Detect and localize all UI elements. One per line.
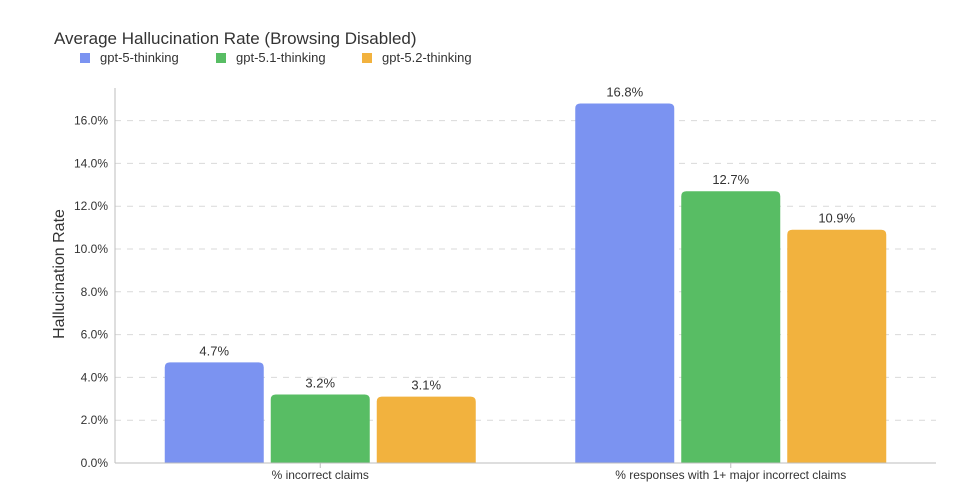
bar-gpt-5-thinking-0 (164, 362, 264, 463)
y-tick-label: 4.0% (81, 370, 109, 384)
legend-label-gpt-5-thinking: gpt-5-thinking (100, 50, 179, 65)
bar-gpt-5.1-thinking-0 (270, 394, 370, 463)
x-tick-label: % incorrect claims (272, 468, 369, 482)
y-tick-label: 10.0% (74, 242, 108, 256)
legend-label-gpt-5.1-thinking: gpt-5.1-thinking (236, 50, 326, 65)
y-tick-label: 6.0% (81, 328, 109, 342)
chart-title: Average Hallucination Rate (Browsing Dis… (54, 29, 417, 48)
bar-value-labels: 4.7% 3.2% 3.1% 16.8% 12.7% 10.9% (199, 84, 855, 392)
bar-label-gpt-5-thinking-1: 16.8% (606, 84, 643, 99)
y-tick-label: 0.0% (81, 456, 109, 470)
x-tick-label: % responses with 1+ major incorrect clai… (615, 468, 846, 482)
bar-gpt-5.2-thinking-1 (787, 229, 887, 463)
legend-swatch-gpt-5-thinking (80, 53, 90, 63)
bar-label-gpt-5.1-thinking-1: 12.7% (712, 172, 749, 187)
chart-legend: gpt-5-thinking gpt-5.1-thinking gpt-5.2-th… (80, 50, 472, 65)
legend-swatch-gpt-5.2-thinking (362, 53, 372, 63)
bar-gpt-5.2-thinking-0 (376, 396, 476, 463)
y-axis-label: Hallucination Rate (51, 209, 68, 339)
y-tick-label: 8.0% (81, 285, 109, 299)
y-axis-ticks: 0.0% 2.0% 4.0% 6.0% 8.0% 10.0% 12.0% 14.0% 16.0% (74, 114, 108, 470)
bar-group (164, 103, 887, 463)
bar-label-gpt-5.2-thinking-0: 3.1% (411, 378, 441, 393)
legend-swatch-gpt-5.1-thinking (216, 53, 226, 63)
bar-label-gpt-5.2-thinking-1: 10.9% (818, 211, 855, 226)
x-axis-ticks: % incorrect claims % responses with 1+ ma… (272, 463, 846, 482)
bar-label-gpt-5.1-thinking-0: 3.2% (305, 376, 335, 391)
y-tick-label: 12.0% (74, 199, 108, 213)
bar-label-gpt-5-thinking-0: 4.7% (199, 343, 229, 358)
y-tick-label: 16.0% (74, 114, 108, 128)
y-tick-label: 2.0% (81, 413, 109, 427)
y-tick-label: 14.0% (74, 156, 108, 170)
legend-label-gpt-5.2-thinking: gpt-5.2-thinking (382, 50, 472, 65)
bar-gpt-5-thinking-1 (575, 103, 675, 463)
bar-gpt-5.1-thinking-1 (681, 191, 781, 463)
